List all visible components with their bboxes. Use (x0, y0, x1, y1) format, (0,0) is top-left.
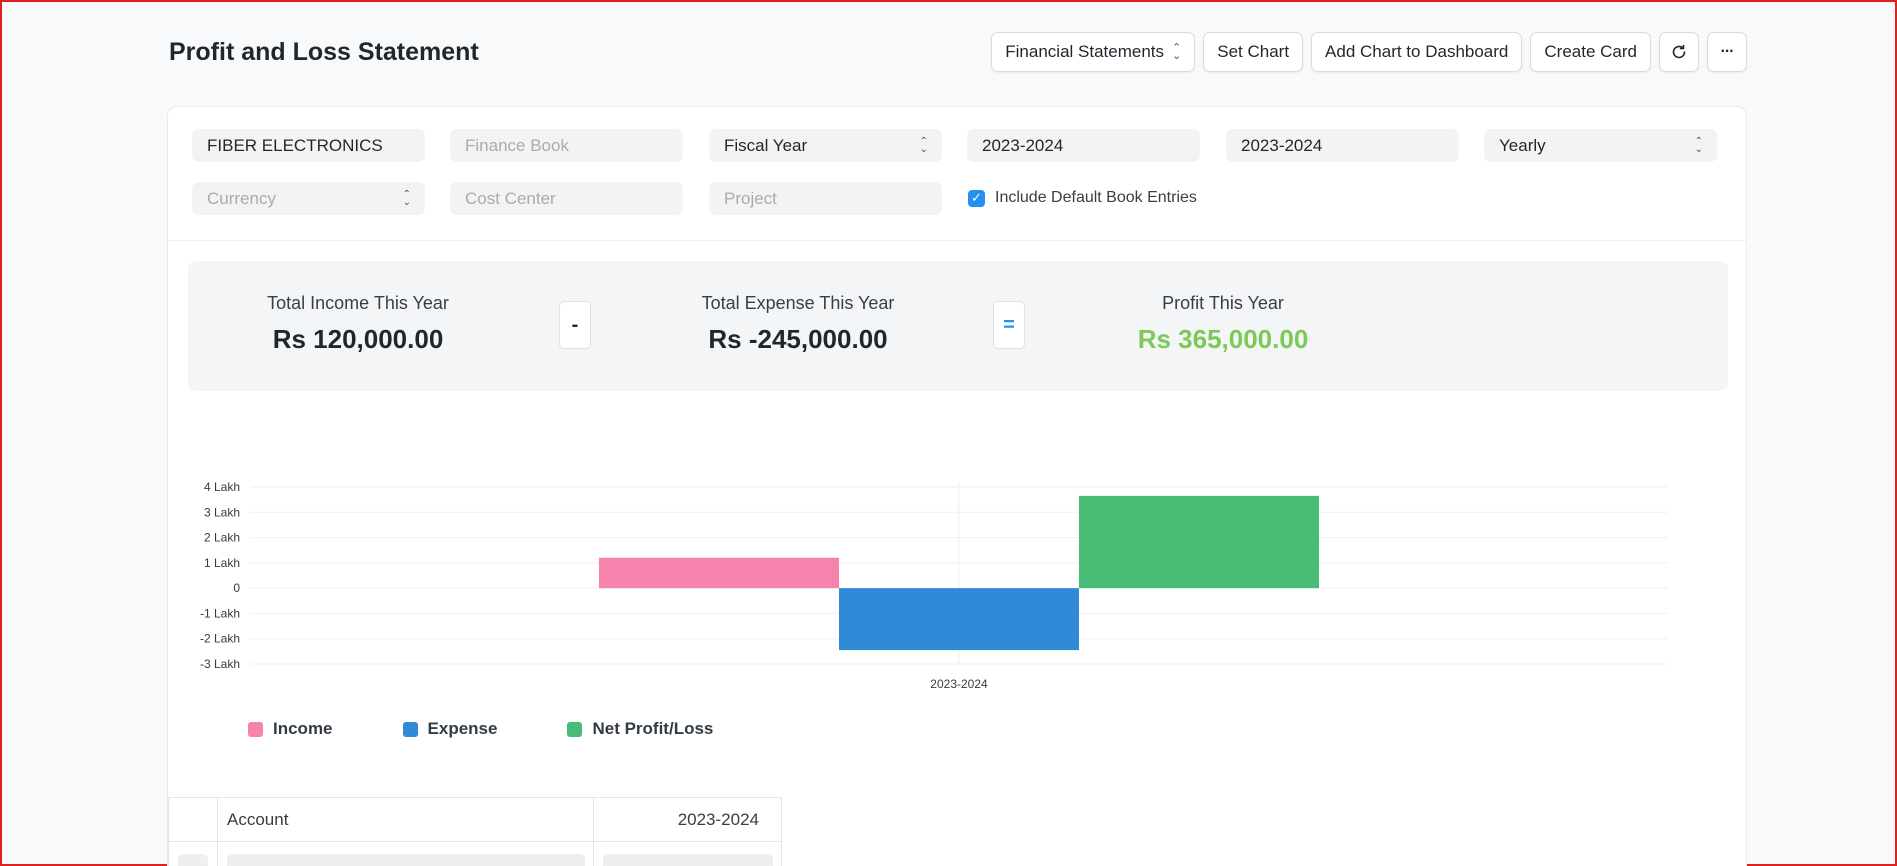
legend-swatch (248, 721, 263, 737)
row-index-header (168, 798, 218, 841)
page-header: Profit and Loss Statement Financial Stat… (167, 32, 1747, 76)
add-chart-to-dashboard-button[interactable]: Add Chart to Dashboard (1311, 32, 1523, 72)
y-tick-label: -1 Lakh (200, 606, 240, 620)
y-tick-label: -3 Lakh (200, 657, 240, 671)
loading-skeleton (227, 853, 585, 866)
company-filter[interactable]: FIBER ELECTRONICS (192, 129, 425, 162)
loading-skeleton (603, 853, 773, 866)
bar-net-profit-loss[interactable] (1079, 495, 1319, 589)
select-arrows-icon: ⌃ ⌄ (1172, 42, 1182, 62)
cost-center-filter[interactable]: Cost Center (450, 182, 683, 215)
chart-legend: Income Expense Net Profit/Loss (248, 719, 783, 739)
loading-skeleton (178, 853, 208, 866)
include-default-book-label: Include Default Book Entries (995, 189, 1197, 206)
financial-statements-label: Financial Statements (1005, 42, 1165, 61)
total-income-label: Total Income This Year (267, 293, 449, 313)
periodicity-select[interactable]: Yearly ⌃ ⌄ (1484, 129, 1717, 162)
legend-swatch (567, 721, 583, 737)
page-title: Profit and Loss Statement (169, 38, 479, 66)
profit-summary: Profit This Year Rs 365,000.00 (1108, 293, 1338, 355)
y-tick-label: 3 Lakh (204, 505, 240, 519)
include-default-book-checkbox[interactable]: ✓ (968, 189, 985, 207)
total-expense-value: Rs -245,000.00 (708, 324, 888, 354)
y-tick-label: 2 Lakh (204, 531, 240, 545)
account-cell (218, 842, 594, 866)
report-table: Account 2023-2024 (168, 797, 782, 866)
set-chart-button[interactable]: Set Chart (1203, 32, 1304, 72)
to-fiscal-year-filter[interactable]: 2023-2024 (1226, 129, 1459, 162)
refresh-button[interactable] (1659, 32, 1699, 72)
select-arrows-icon: ⌃ ⌄ (402, 188, 411, 208)
from-fiscal-year-filter[interactable]: 2023-2024 (967, 129, 1200, 162)
legend-label: Net Profit/Loss (592, 719, 714, 738)
bar-expense[interactable] (839, 588, 1079, 651)
profit-loss-chart: 4 Lakh 3 Lakh 2 Lakh 1 Lakh 0 -1 Lakh -2 Lakh -… (188, 437, 1728, 702)
total-income-value: Rs 120,000.00 (272, 324, 444, 354)
project-filter[interactable]: Project (709, 182, 942, 215)
select-arrows-icon: ⌃ ⌄ (919, 135, 928, 155)
select-arrows-icon: ⌃ ⌄ (1694, 135, 1703, 155)
profit-value: Rs 365,000.00 (1137, 324, 1309, 354)
profit-label: Profit This Year (1162, 293, 1284, 313)
y-tick-label: 0 (233, 581, 240, 595)
total-expense-label: Total Expense This Year (701, 293, 895, 313)
x-tick-label: 2023-2024 (930, 677, 988, 691)
minus-operator: - (559, 301, 591, 349)
include-default-book-entries[interactable]: ✓ Include Default Book Entries (968, 189, 1197, 207)
chart-svg: 4 Lakh 3 Lakh 2 Lakh 1 Lakh 0 -1 Lakh -2 Lakh -… (200, 480, 1668, 691)
summary-panel: Total Income This Year Rs 120,000.00 - T… (188, 261, 1728, 391)
filter-divider (168, 240, 1746, 241)
page-actions: Financial Statements ⌃ ⌄ Set Chart Add Ch… (991, 32, 1747, 72)
table-row-loading (168, 842, 782, 866)
total-income-summary: Total Income This Year Rs 120,000.00 (243, 293, 473, 355)
y-tick-label: -2 Lakh (200, 632, 240, 646)
bar-income[interactable] (599, 557, 839, 589)
equals-operator: = (993, 301, 1025, 349)
report-card: FIBER ELECTRONICS Finance Book Fiscal Ye… (167, 106, 1747, 866)
legend-label: Income (273, 719, 333, 738)
y-tick-label: 1 Lakh (204, 556, 240, 570)
legend-item[interactable]: Income (248, 719, 333, 739)
financial-statements-select[interactable]: Financial Statements ⌃ ⌄ (991, 32, 1196, 72)
refresh-icon (1672, 44, 1686, 59)
period-type-value: Fiscal Year (724, 135, 808, 155)
finance-book-filter[interactable]: Finance Book (450, 129, 683, 162)
account-column-header[interactable]: Account (218, 798, 594, 841)
row-index-cell (168, 842, 218, 866)
total-expense-summary: Total Expense This Year Rs -245,000.00 (673, 293, 923, 355)
legend-swatch (402, 721, 418, 737)
period-type-select[interactable]: Fiscal Year ⌃ ⌄ (709, 129, 942, 162)
periodicity-value: Yearly (1499, 135, 1546, 155)
ellipsis-icon: ··· (1720, 43, 1735, 60)
table-header-row: Account 2023-2024 (168, 798, 782, 842)
y-tick-label: 4 Lakh (204, 480, 240, 494)
legend-item[interactable]: Net Profit/Loss (567, 719, 713, 739)
currency-placeholder: Currency (207, 188, 276, 208)
legend-item[interactable]: Expense (402, 719, 498, 739)
period-cell (594, 842, 782, 866)
legend-label: Expense (427, 719, 498, 738)
create-card-button[interactable]: Create Card (1530, 32, 1651, 72)
currency-select[interactable]: Currency ⌃ ⌄ (192, 182, 425, 215)
more-button[interactable]: ··· (1707, 32, 1747, 72)
period-column-header[interactable]: 2023-2024 (594, 798, 782, 841)
